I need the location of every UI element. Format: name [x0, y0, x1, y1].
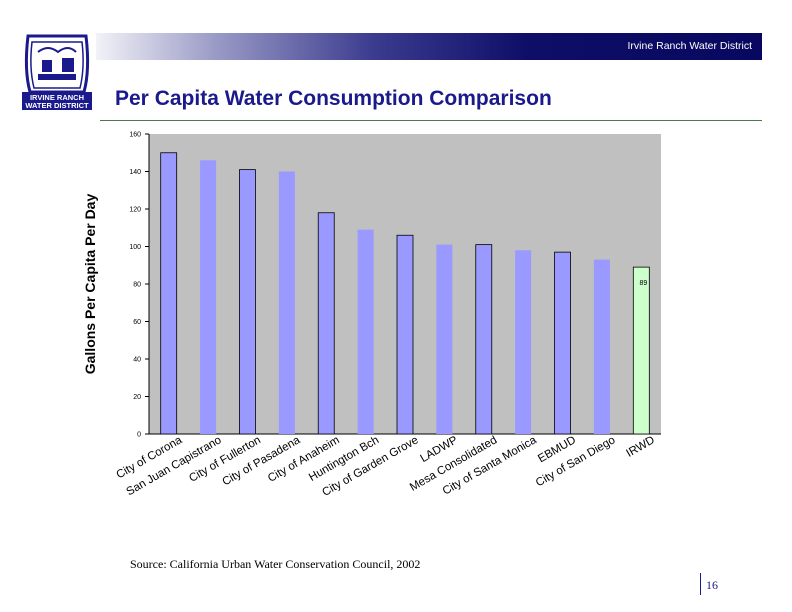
bar-ladwp	[436, 244, 453, 434]
y-tick-label: 140	[129, 169, 141, 176]
source-citation: Source: California Urban Water Conservat…	[130, 557, 421, 571]
y-tick-label: 100	[129, 244, 141, 251]
organization-name: Irvine Ranch Water District	[627, 40, 752, 52]
bar-san-juan-capistrano	[200, 160, 217, 434]
y-tick-label: 20	[133, 394, 141, 401]
bar-city-of-san-diego	[593, 259, 610, 434]
y-tick-label: 40	[133, 357, 141, 364]
y-tick-label: 80	[133, 282, 141, 289]
y-tick-label: 60	[133, 319, 141, 326]
title-divider	[100, 120, 762, 121]
logo-line-1: IRVINE RANCH	[30, 93, 84, 102]
bar-city-of-garden-grove	[396, 234, 414, 435]
y-tick-label: 120	[129, 207, 141, 214]
y-axis-label: Gallons Per Capita Per Day	[82, 194, 98, 375]
bar-huntington-bch	[357, 229, 374, 434]
bar-city-of-corona	[160, 152, 178, 435]
y-tick-label: 0	[137, 432, 141, 439]
bar-irwd	[632, 266, 650, 435]
bar-mesa-consolidated	[475, 244, 493, 435]
y-tick-label: 160	[129, 132, 141, 139]
page-number-divider	[700, 573, 701, 595]
bar-city-of-pasadena	[278, 171, 295, 434]
bar-city-of-anaheim	[317, 212, 335, 435]
water-district-logo-icon: IRVINE RANCH WATER DISTRICT	[22, 34, 92, 110]
bar-data-label: 89	[640, 280, 648, 287]
bar-ebmud	[554, 251, 571, 435]
page-number: 16	[706, 578, 718, 592]
y-tick-labels: 0 20 40 60 80 100 120 140 160	[129, 132, 149, 439]
logo-line-2: WATER DISTRICT	[25, 101, 89, 110]
x-tick-label: IRWD	[624, 434, 656, 460]
header-banner: Irvine Ranch Water District	[96, 33, 762, 60]
page-title: Per Capita Water Consumption Comparison	[115, 87, 552, 110]
bar-city-of-santa-monica	[515, 250, 532, 434]
bar-city-of-fullerton	[239, 169, 256, 435]
logo: IRVINE RANCH WATER DISTRICT	[18, 30, 96, 110]
bars: 89	[160, 152, 650, 435]
